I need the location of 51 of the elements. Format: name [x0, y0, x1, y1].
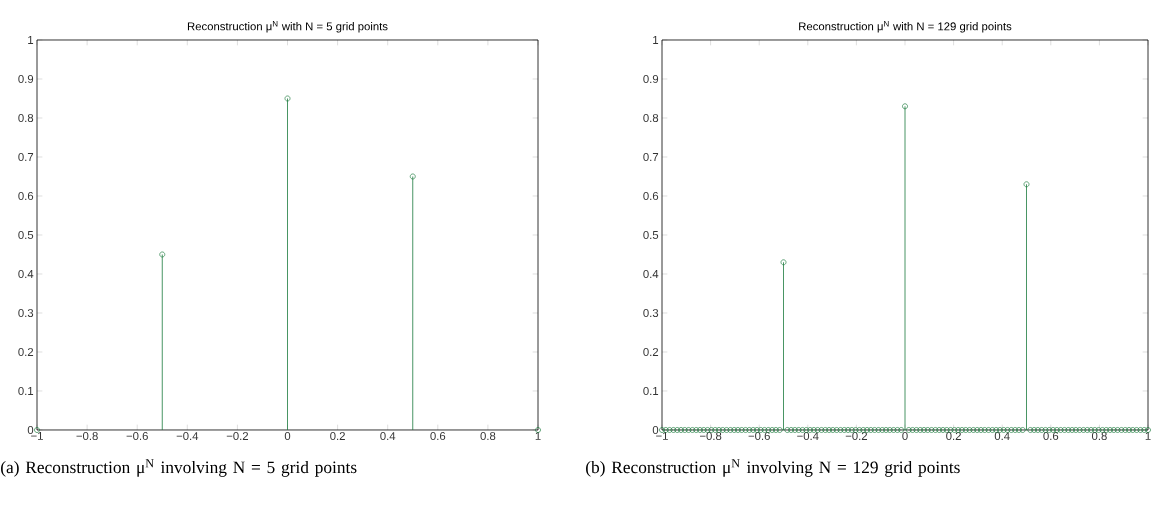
x-tick-label: −0.8 [699, 432, 722, 441]
x-tick-label: −0.2 [226, 432, 249, 441]
point [159, 251, 166, 258]
x-tick-label: −0.2 [845, 432, 868, 441]
point [409, 173, 416, 180]
x-tick-label: 1 [535, 432, 541, 440]
y-tick-label: 0.3 [643, 308, 659, 317]
x-tick-label: 0.6 [430, 432, 446, 441]
y-tick-label: 0.9 [643, 74, 659, 83]
point [284, 95, 291, 102]
x-tick-label: −1 [31, 432, 43, 440]
x-tick-label: 0 [284, 432, 291, 441]
x-tick-label: −0.6 [126, 432, 148, 441]
text: (a) Reconstruction μ$^{N}$ involving N = 5 grid points [1, 459, 357, 477]
x-tick-label: 0.4 [994, 432, 1010, 441]
x-tick-label: −0.8 [76, 432, 98, 441]
x-tick-label: 0.4 [380, 432, 396, 441]
x-tick-label: −0.4 [176, 432, 199, 441]
y-tick-label: 0 [27, 425, 34, 434]
y-tick-label: 0.7 [18, 152, 34, 161]
x-tick-label: 0.2 [330, 432, 345, 441]
y-tick-label: 0.5 [18, 230, 34, 239]
chart-title: Reconstruction μ$^{N}$ with N = 129 grid points [799, 21, 1012, 33]
y-tick-label: 1 [28, 36, 34, 44]
y-tick-label: 0 [652, 425, 659, 434]
chart-title: Reconstruction μ$^{N}$ with N = 5 grid points [187, 21, 388, 33]
y-tick-label: 0.8 [18, 113, 34, 122]
y-tick-label: 0.6 [643, 191, 659, 200]
y-tick-label: 0.6 [18, 191, 34, 200]
x-tick-label: −0.6 [748, 432, 770, 441]
y-tick-label: 0.8 [643, 113, 659, 122]
y-tick-label: 0.2 [18, 347, 34, 356]
x-tick-label: 0 [902, 432, 908, 441]
x-tick-label: 0.8 [1091, 432, 1107, 441]
x-tick-label: 1 [1145, 432, 1151, 440]
x-tick-label: 0.8 [480, 432, 496, 441]
y-tick-label: 1 [653, 36, 659, 44]
y-tick-label: 0.5 [643, 230, 659, 239]
y-tick-label: 0.3 [18, 308, 34, 317]
y-tick-label: 0.9 [18, 74, 34, 83]
x-tick-label: −1 [656, 432, 668, 440]
y-tick-label: 0.1 [643, 386, 659, 395]
x-tick-label: 0.2 [946, 432, 961, 441]
y-tick-label: 0.4 [18, 269, 34, 278]
y-tick-label: 0.7 [643, 152, 659, 161]
y-tick-label: 0.2 [643, 347, 659, 356]
x-tick-label: 0.6 [1043, 432, 1059, 441]
y-tick-label: 0.4 [643, 269, 659, 278]
x-tick-label: −0.4 [797, 432, 819, 441]
y-tick-label: 0.1 [18, 386, 34, 395]
text: (b) Reconstruction μ$^{N}$ involving N = 129 grid points [586, 459, 960, 477]
